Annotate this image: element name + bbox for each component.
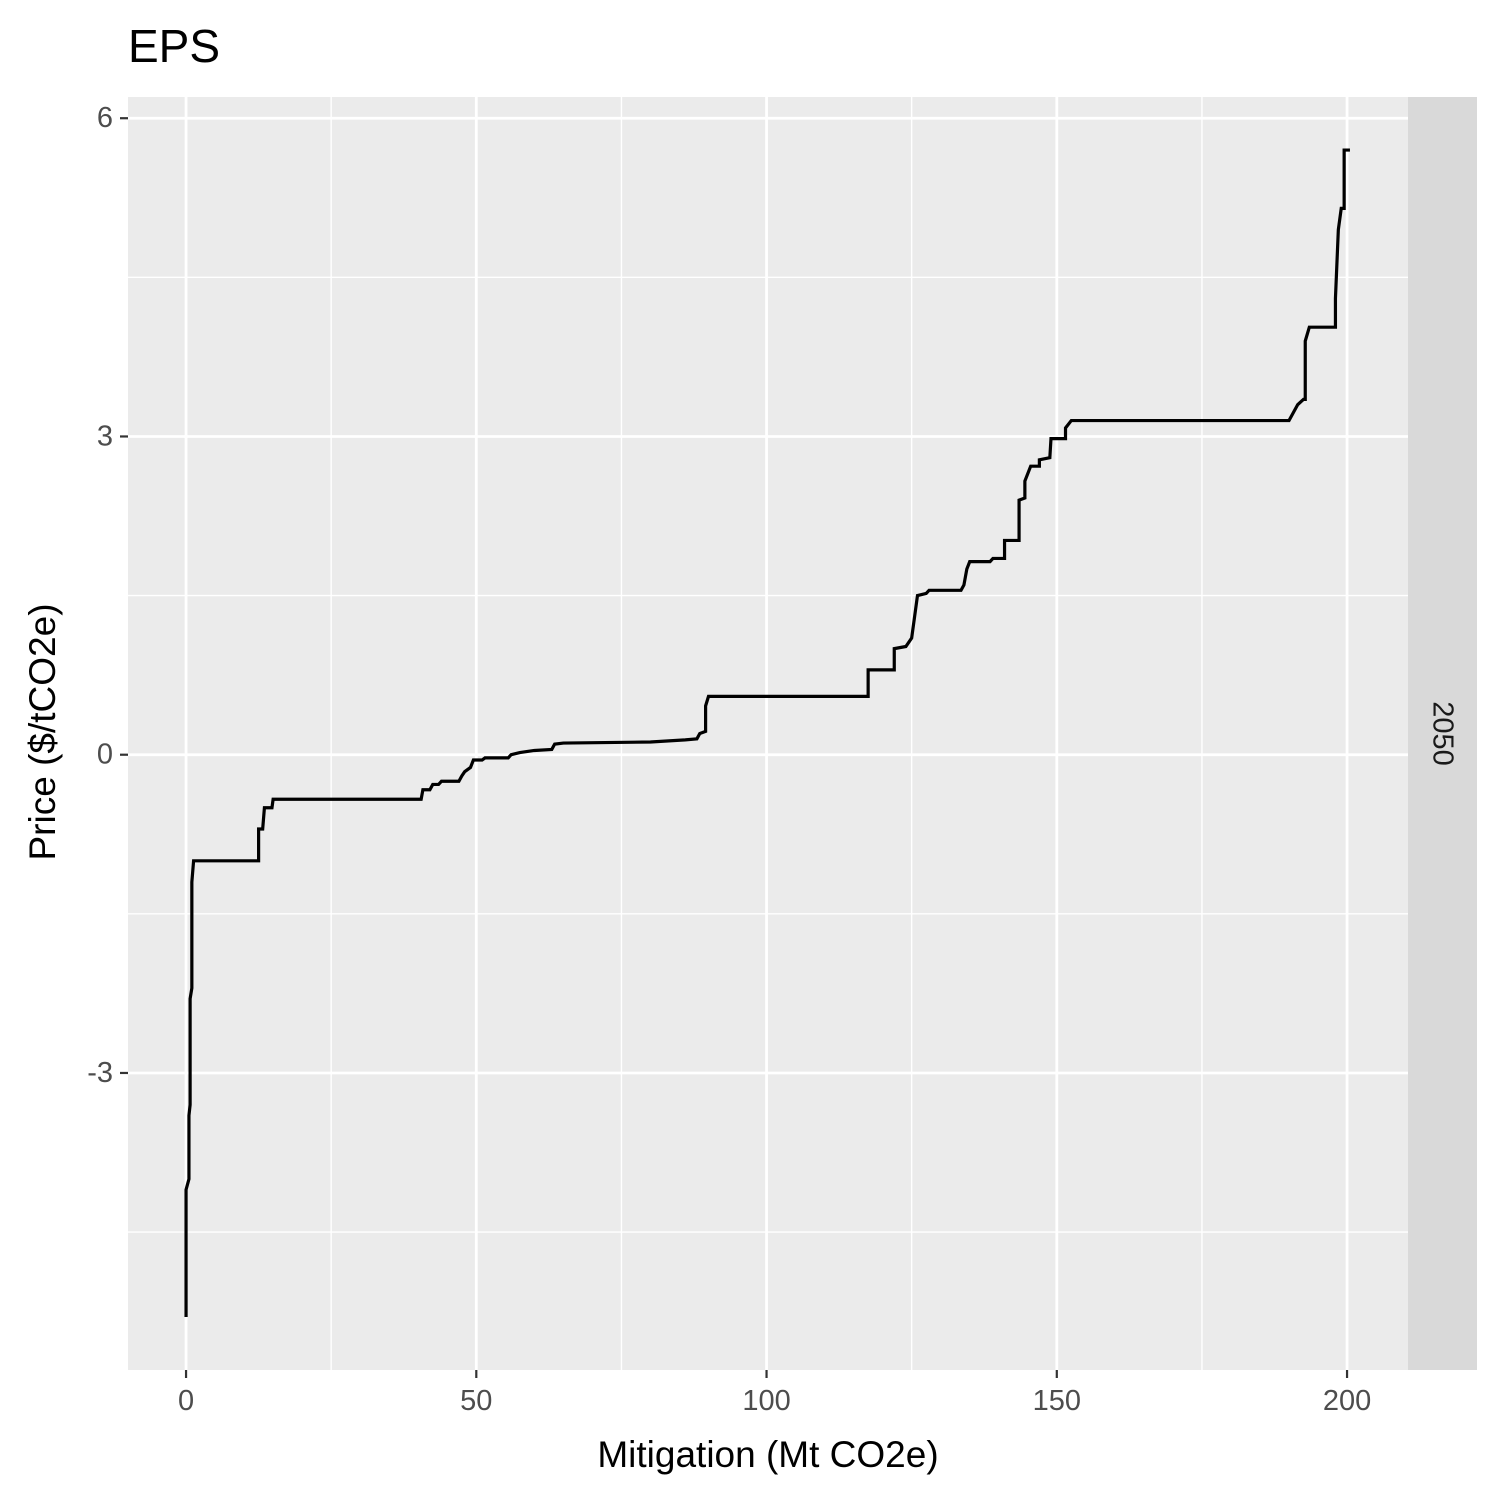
x-axis-title: Mitigation (Mt CO2e) (597, 1434, 938, 1475)
y-tick-label: 6 (97, 102, 113, 134)
grid-minor (128, 97, 1408, 1370)
y-tick-label: 3 (97, 420, 113, 452)
chart-title: EPS (128, 20, 220, 72)
y-axis: -3 0 3 6 (87, 102, 128, 1089)
y-tick-label: 0 (97, 739, 113, 771)
x-tick-label: 150 (1033, 1385, 1081, 1417)
facet-strip-label: 2050 (1427, 701, 1459, 766)
y-tick-label: -3 (87, 1057, 113, 1089)
x-tick-label: 0 (178, 1385, 194, 1417)
x-axis: 0 50 100 150 200 (178, 1370, 1371, 1417)
plot-panel (128, 97, 1408, 1370)
x-tick-label: 100 (742, 1385, 790, 1417)
series-line (184, 148, 1350, 1317)
x-tick-label: 50 (460, 1385, 492, 1417)
y-axis-title: Price ($/tCO2e) (22, 603, 63, 860)
grid-major (128, 97, 1408, 1370)
x-tick-label: 200 (1323, 1385, 1371, 1417)
facet-strip (1408, 97, 1477, 1370)
